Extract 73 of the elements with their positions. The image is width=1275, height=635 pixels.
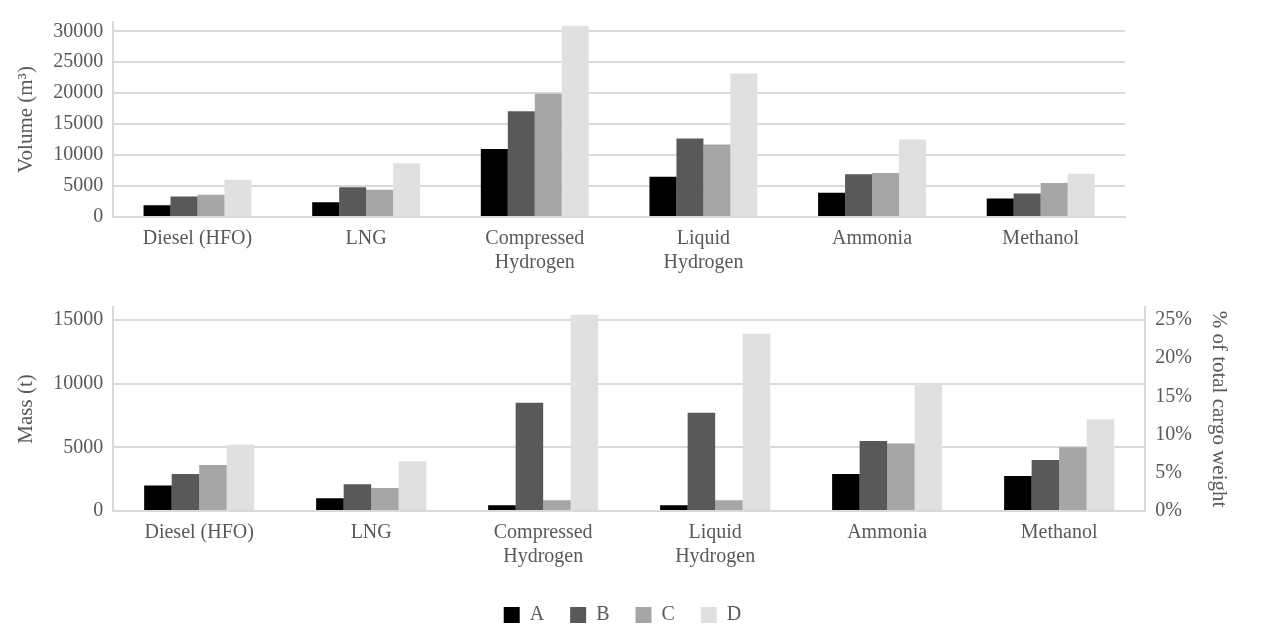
bar — [887, 443, 915, 510]
bar — [143, 205, 171, 216]
bar — [339, 187, 367, 216]
bar — [316, 498, 344, 510]
y2-tick-label: 10% — [1155, 421, 1192, 444]
y2-tick-label: 15% — [1155, 383, 1192, 406]
bar — [170, 196, 198, 216]
x-tick-label: Diesel (HFO) — [144, 520, 254, 544]
y-tick-label: 0 — [93, 204, 104, 227]
bar — [859, 440, 888, 510]
bar — [144, 485, 172, 510]
bar — [197, 194, 225, 216]
y-tick-label: 10000 — [53, 142, 104, 165]
y2-tick-label: 25% — [1155, 307, 1192, 330]
x-tick-label: Liquid Hydrogen — [663, 226, 744, 274]
y2-tick-label: 20% — [1155, 345, 1192, 368]
bar — [371, 488, 399, 510]
x-tick-label: Compressed Hydrogen — [493, 520, 593, 568]
y-axis-title: Mass (t) — [13, 374, 38, 444]
bar — [676, 138, 704, 216]
bar — [199, 465, 227, 510]
y-tick-label: 0 — [93, 498, 104, 521]
x-tick-label: Ammonia — [847, 520, 928, 543]
y-tick-label: 5000 — [63, 173, 104, 196]
bar — [515, 402, 544, 510]
y-tick-label: 15000 — [53, 307, 104, 329]
bar — [649, 176, 677, 216]
legend-label: A — [529, 602, 545, 625]
bar — [171, 474, 200, 510]
bar — [398, 461, 427, 510]
bar — [534, 93, 562, 216]
y-tick-label: 30000 — [53, 18, 104, 41]
x-tick-label: Methanol — [1020, 520, 1098, 543]
bar — [1040, 182, 1068, 216]
x-tick-label: Liquid Hydrogen — [675, 520, 756, 568]
legend-label: C — [661, 602, 675, 625]
bar — [703, 144, 731, 216]
bar — [480, 148, 508, 216]
x-tick-label: Compressed Hydrogen — [485, 226, 585, 274]
bar — [507, 111, 535, 216]
bar — [845, 174, 873, 216]
y-tick-label: 15000 — [53, 111, 104, 134]
y2-tick-label: 5% — [1155, 460, 1182, 483]
y-tick-label: 25000 — [53, 49, 104, 72]
y-tick-label: 10000 — [53, 370, 104, 393]
bar — [1013, 193, 1041, 216]
bar — [832, 474, 860, 510]
bar — [366, 189, 394, 216]
y2-tick-label: 0% — [1155, 498, 1182, 521]
bar — [543, 500, 571, 510]
bar — [986, 198, 1014, 216]
x-tick-label: LNG — [345, 226, 387, 249]
x-tick-label: Ammonia — [832, 226, 913, 249]
y-tick-label: 20000 — [53, 80, 104, 103]
bar — [488, 505, 516, 510]
bar — [715, 500, 743, 510]
bar — [1004, 475, 1032, 510]
x-tick-label: Diesel (HFO) — [142, 226, 253, 250]
x-tick-label: Methanol — [1002, 226, 1080, 249]
bar — [343, 484, 372, 510]
bar — [872, 173, 900, 216]
bar — [312, 202, 340, 216]
legend-label: D — [726, 602, 742, 625]
bar — [1059, 447, 1087, 510]
bar — [687, 412, 716, 510]
bar — [1031, 460, 1060, 510]
y-tick-label: 5000 — [63, 434, 104, 457]
y2-axis-title: % of total cargo weight — [1207, 310, 1232, 508]
bar — [660, 505, 688, 510]
y-axis-title: Volume (m³) — [13, 66, 38, 173]
legend-label: B — [596, 602, 610, 625]
bar — [818, 192, 846, 216]
x-tick-label: LNG — [350, 520, 392, 543]
